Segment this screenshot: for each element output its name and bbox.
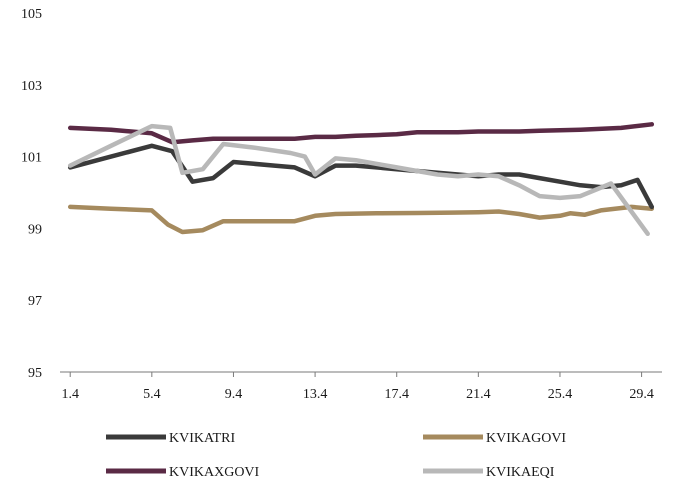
y-axis: 95 97 99 101 103 105 <box>21 7 42 381</box>
x-tick-label: 25.4 <box>548 387 573 402</box>
x-tick-label: 21.4 <box>466 387 491 402</box>
x-tick-label: 1.4 <box>61 387 79 402</box>
series-line-kvikatri <box>67 143 655 210</box>
series-line-kvikaeqi <box>67 123 650 237</box>
x-tick-label: 17.4 <box>384 387 409 402</box>
x-tick-label: 5.4 <box>143 387 161 402</box>
x-tick-label: 9.4 <box>225 387 243 402</box>
x-axis: 1.4 5.4 9.4 13.4 17.4 21.4 25.4 29.4 <box>60 371 662 402</box>
series-layer <box>67 122 655 237</box>
legend-label-kvikaxgovi: KVIKAXGOVI <box>169 465 260 480</box>
legend-label-kvikagovi: KVIKAGOVI <box>486 431 566 446</box>
y-tick-label: 101 <box>21 151 42 166</box>
y-tick-label: 105 <box>21 7 42 22</box>
y-tick-label: 95 <box>28 366 42 381</box>
y-tick-label: 99 <box>28 222 42 237</box>
legend-label-kvikaeqi: KVIKAEQI <box>486 465 555 480</box>
y-tick-label: 97 <box>28 294 42 309</box>
legend-label-kvikatri: KVIKATRI <box>169 431 235 446</box>
y-tick-label: 103 <box>21 79 42 94</box>
series-line-kvikagovi <box>67 204 655 235</box>
x-tick-label: 13.4 <box>303 387 328 402</box>
series-line-kvikaxgovi <box>67 122 655 145</box>
x-tick-label: 29.4 <box>629 387 654 402</box>
legend: KVIKATRI KVIKAGOVI KVIKAXGOVI KVIKAEQI <box>106 431 566 480</box>
